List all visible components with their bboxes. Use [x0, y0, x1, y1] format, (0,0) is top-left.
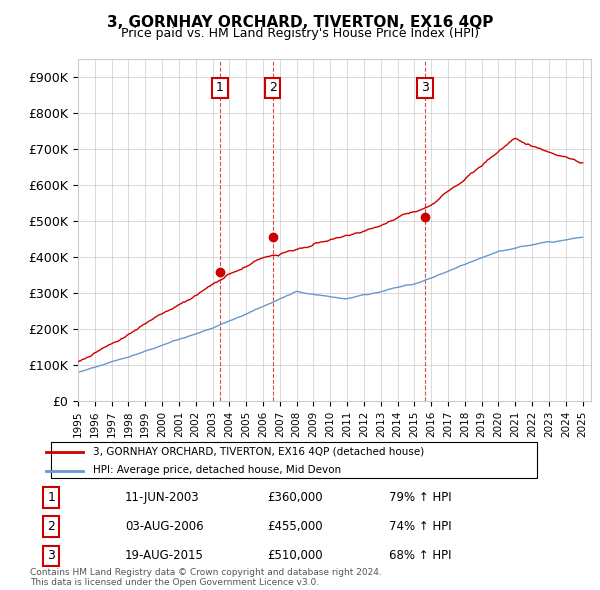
Text: 1: 1 [47, 491, 55, 504]
Text: 3: 3 [47, 549, 55, 562]
Text: £510,000: £510,000 [268, 549, 323, 562]
Text: £360,000: £360,000 [268, 491, 323, 504]
Text: 11-JUN-2003: 11-JUN-2003 [125, 491, 200, 504]
Text: HPI: Average price, detached house, Mid Devon: HPI: Average price, detached house, Mid … [94, 465, 341, 475]
Text: 3, GORNHAY ORCHARD, TIVERTON, EX16 4QP (detached house): 3, GORNHAY ORCHARD, TIVERTON, EX16 4QP (… [94, 446, 425, 456]
Text: Price paid vs. HM Land Registry's House Price Index (HPI): Price paid vs. HM Land Registry's House … [121, 27, 479, 40]
Text: 3: 3 [421, 81, 429, 94]
Text: 03-AUG-2006: 03-AUG-2006 [125, 520, 203, 533]
Text: 74% ↑ HPI: 74% ↑ HPI [389, 520, 452, 533]
Text: 1: 1 [216, 81, 224, 94]
Text: Contains HM Land Registry data © Crown copyright and database right 2024.
This d: Contains HM Land Registry data © Crown c… [30, 568, 382, 587]
Text: 2: 2 [269, 81, 277, 94]
Text: 19-AUG-2015: 19-AUG-2015 [125, 549, 204, 562]
Text: 68% ↑ HPI: 68% ↑ HPI [389, 549, 452, 562]
Text: 3, GORNHAY ORCHARD, TIVERTON, EX16 4QP: 3, GORNHAY ORCHARD, TIVERTON, EX16 4QP [107, 15, 493, 30]
Text: 79% ↑ HPI: 79% ↑ HPI [389, 491, 452, 504]
Text: £455,000: £455,000 [268, 520, 323, 533]
Text: 2: 2 [47, 520, 55, 533]
